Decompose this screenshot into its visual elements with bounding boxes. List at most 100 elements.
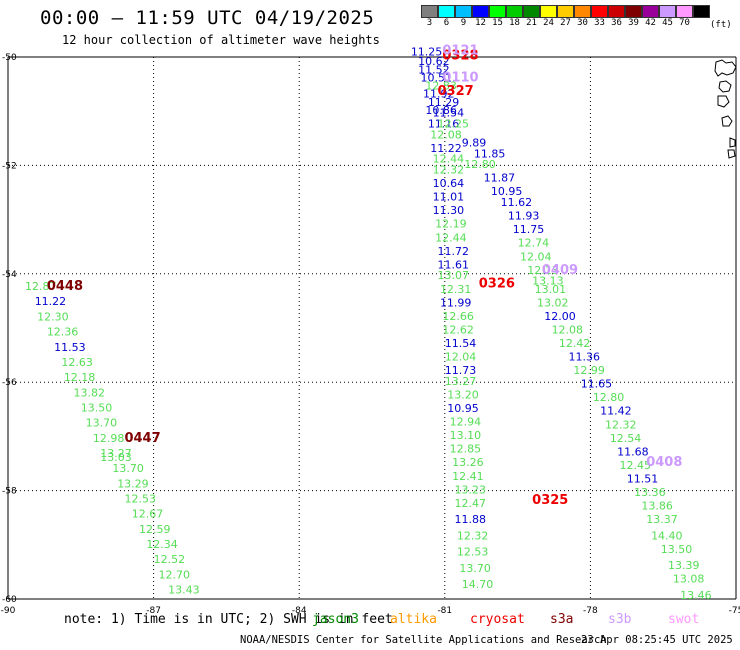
- wave-height-value: 11.68: [617, 445, 649, 458]
- legend-swatch-label: 33: [594, 18, 605, 28]
- wave-height-value: 11.65: [581, 378, 613, 391]
- wave-height-value: 11.54: [433, 107, 465, 120]
- y-tick-label: -54: [2, 270, 17, 280]
- satellite-label-s3a: s3a: [550, 612, 574, 627]
- x-tick-label: -81: [437, 606, 452, 616]
- wave-height-value: 11.22: [430, 142, 462, 155]
- wave-height-value: 13.03: [100, 451, 132, 464]
- legend-swatch-label: 3: [426, 18, 433, 28]
- wave-height-value: 12.59: [139, 523, 171, 536]
- legend-swatch-label: 27: [560, 18, 571, 28]
- legend-swatch: [608, 5, 625, 18]
- wave-height-value: 12.00: [544, 310, 576, 323]
- wave-height-value: 11.62: [501, 196, 533, 209]
- wave-height-value: 12.47: [455, 497, 487, 510]
- legend-swatch: [625, 5, 642, 18]
- legend-swatch-label: 21: [526, 18, 537, 28]
- legend-swatch-label: 24: [543, 18, 554, 28]
- wave-height-value: 12.32: [605, 418, 637, 431]
- wave-height-value: 11.61: [438, 258, 470, 271]
- wave-height-value: 13.27: [445, 375, 477, 388]
- legend-swatch: [642, 5, 659, 18]
- wave-height-value: 11.42: [600, 405, 632, 418]
- wave-height-value: 12.31: [440, 283, 472, 296]
- wave-height-value: 9.89: [462, 136, 487, 149]
- wave-height-value: 12.80: [593, 391, 625, 404]
- wave-height-value: 12.62: [442, 323, 474, 336]
- pass-time-label: 0327: [438, 84, 474, 99]
- legend-swatch-label: 36: [611, 18, 622, 28]
- wave-height-value: 13.07: [438, 269, 470, 282]
- x-tick-label: -84: [292, 606, 307, 616]
- wave-height-value: 11.36: [569, 351, 601, 364]
- legend-swatch: [659, 5, 676, 18]
- legend-swatch: [472, 5, 489, 18]
- wave-height-value: 12.34: [146, 538, 178, 551]
- wave-height-value: 11.29: [428, 96, 460, 109]
- wave-height-value: 13.27: [100, 447, 132, 460]
- wave-height-value: 12.53: [457, 546, 489, 559]
- wave-height-value: 10.51: [421, 71, 453, 84]
- wave-height-value: 11.54: [445, 337, 477, 350]
- satellite-label-swot: swot: [668, 612, 700, 627]
- pass-time-label: 0326: [479, 276, 515, 291]
- legend-swatch: [693, 5, 710, 18]
- wave-height-value: 13.70: [112, 462, 144, 475]
- wave-height-value: 12.87: [25, 280, 56, 293]
- chart-title: 00:00 – 11:59 UTC 04/19/2025: [40, 7, 375, 29]
- wave-height-value: 12.36: [47, 326, 79, 339]
- y-tick-label: -60: [2, 595, 17, 605]
- wave-height-value: 11.01: [433, 191, 465, 204]
- x-tick-label: -75: [729, 606, 740, 616]
- wave-height-value: 13.46: [680, 589, 712, 602]
- wave-height-value: 12.19: [435, 218, 467, 231]
- coastline-path: [729, 137, 736, 148]
- legend-swatch: [557, 5, 574, 18]
- legend-swatch: [676, 5, 693, 18]
- wave-height-value: 12.70: [158, 568, 190, 581]
- wave-height-value: 10.86: [425, 104, 457, 117]
- wave-height-value: 11.25: [411, 45, 443, 58]
- wave-height-value: 12.13: [527, 264, 559, 277]
- satellite-label-jason3: jason3: [312, 612, 359, 627]
- wave-height-value: 13.50: [661, 543, 693, 556]
- legend-swatch: [506, 5, 523, 18]
- wave-height-value: 14.40: [651, 529, 683, 542]
- wave-height-value: 13.50: [81, 401, 113, 414]
- wave-height-value: 11.16: [428, 117, 460, 130]
- wave-height-value: 12.67: [132, 508, 164, 521]
- wave-height-value: 12.08: [430, 128, 462, 141]
- wave-height-value: 14.70: [462, 578, 494, 591]
- wave-height-value: 13.13: [532, 275, 564, 288]
- wave-height-value: 11.51: [627, 472, 659, 485]
- satellite-label-cryosat: cryosat: [470, 612, 525, 627]
- pass-time-label: 0110: [442, 70, 478, 85]
- wave-height-value: 13.82: [74, 386, 106, 399]
- footer-credit: NOAA/NESDIS Center for Satellite Applica…: [240, 634, 607, 646]
- y-tick-label: -52: [2, 161, 17, 171]
- wave-height-value: 12.04: [445, 351, 477, 364]
- wave-height-value: 12.66: [442, 310, 474, 323]
- wave-height-value: 11.75: [513, 223, 545, 236]
- wave-height-value: 10.95: [491, 185, 523, 198]
- legend-swatch-label: 45: [662, 18, 673, 28]
- coastline-path: [727, 149, 736, 159]
- legend-swatch-label: 6: [443, 18, 450, 28]
- wave-height-value: 13.23: [455, 483, 487, 496]
- wave-height-value: 13.70: [459, 562, 491, 575]
- legend-labels: 3 6 9 12 15 18 21 24 27 30 33 36 39 42 45 70: [421, 18, 710, 28]
- wave-height-value: 12.74: [518, 237, 550, 250]
- y-tick-label: -58: [2, 487, 17, 497]
- wave-height-value: 12.04: [520, 250, 552, 263]
- footer-date: 23 Apr 08:25:45 UTC 2025: [581, 634, 733, 646]
- pass-time-label: 0328: [442, 49, 478, 64]
- pass-time-label: 0409: [542, 263, 578, 278]
- legend-swatch: [455, 5, 472, 18]
- wave-height-value: 11.92: [423, 88, 455, 101]
- legend-swatch: [421, 5, 438, 18]
- satellite-label-s3b: s3b: [608, 612, 632, 627]
- wave-height-value: 10.62: [418, 55, 450, 68]
- wave-height-value: 12.98: [93, 432, 125, 445]
- wave-height-value: 12.08: [552, 323, 584, 336]
- wave-height-value: 12.42: [559, 337, 591, 350]
